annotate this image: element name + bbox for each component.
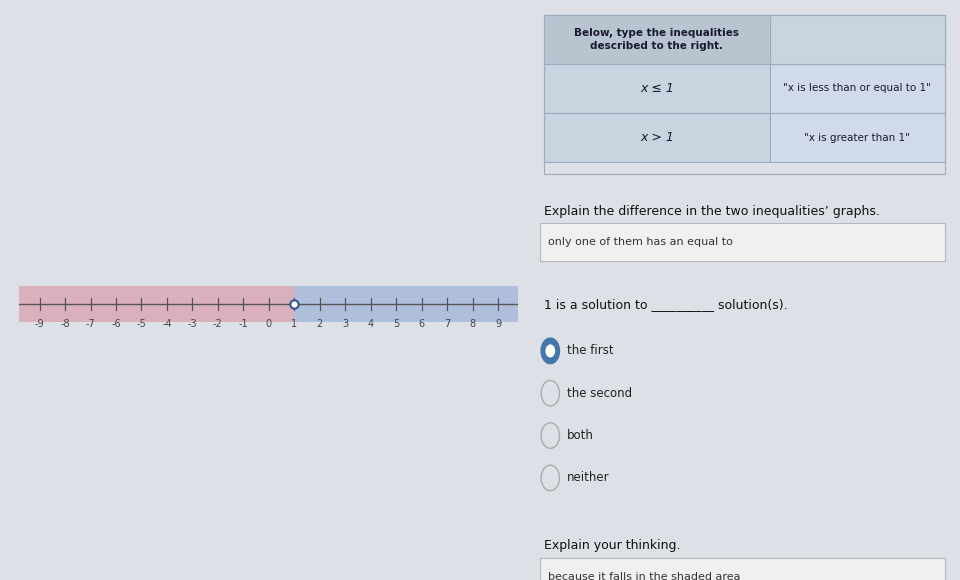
Text: the second: the second bbox=[567, 387, 632, 400]
Circle shape bbox=[541, 338, 560, 364]
Text: 2: 2 bbox=[317, 319, 323, 329]
Text: "x is less than or equal to 1": "x is less than or equal to 1" bbox=[783, 84, 931, 93]
Text: -1: -1 bbox=[238, 319, 248, 329]
Text: 5: 5 bbox=[393, 319, 399, 329]
Text: 1: 1 bbox=[291, 319, 298, 329]
FancyBboxPatch shape bbox=[770, 14, 945, 64]
Text: 6: 6 bbox=[419, 319, 424, 329]
FancyBboxPatch shape bbox=[544, 113, 770, 162]
Text: -8: -8 bbox=[60, 319, 70, 329]
Text: -2: -2 bbox=[213, 319, 223, 329]
Text: 4: 4 bbox=[368, 319, 373, 329]
Text: 3: 3 bbox=[342, 319, 348, 329]
Text: 1 is a solution to __________ solution(s).: 1 is a solution to __________ solution(s… bbox=[544, 298, 787, 311]
Text: x > 1: x > 1 bbox=[640, 131, 674, 144]
Text: -5: -5 bbox=[136, 319, 146, 329]
Text: only one of them has an equal to: only one of them has an equal to bbox=[548, 237, 733, 247]
Text: neither: neither bbox=[567, 472, 610, 484]
FancyBboxPatch shape bbox=[770, 64, 945, 113]
Text: both: both bbox=[567, 429, 594, 442]
Text: Below, type the inequalities
described to the right.: Below, type the inequalities described t… bbox=[574, 27, 739, 51]
Text: -4: -4 bbox=[162, 319, 172, 329]
Text: x ≤ 1: x ≤ 1 bbox=[640, 82, 674, 95]
Text: because it falls in the shaded area: because it falls in the shaded area bbox=[548, 572, 741, 580]
Text: 8: 8 bbox=[469, 319, 475, 329]
Text: the first: the first bbox=[567, 345, 613, 357]
FancyBboxPatch shape bbox=[295, 285, 518, 322]
FancyBboxPatch shape bbox=[19, 285, 295, 322]
FancyBboxPatch shape bbox=[544, 64, 770, 113]
Circle shape bbox=[546, 345, 555, 357]
Text: -9: -9 bbox=[35, 319, 44, 329]
FancyBboxPatch shape bbox=[540, 223, 945, 261]
Text: 7: 7 bbox=[444, 319, 450, 329]
FancyBboxPatch shape bbox=[770, 113, 945, 162]
Text: -3: -3 bbox=[187, 319, 197, 329]
Text: "x is greater than 1": "x is greater than 1" bbox=[804, 133, 910, 143]
Text: Explain the difference in the two inequalities’ graphs.: Explain the difference in the two inequa… bbox=[544, 205, 880, 218]
FancyBboxPatch shape bbox=[540, 558, 945, 580]
Text: 9: 9 bbox=[495, 319, 501, 329]
Text: Explain your thinking.: Explain your thinking. bbox=[544, 539, 681, 552]
FancyBboxPatch shape bbox=[544, 14, 945, 64]
Text: -6: -6 bbox=[111, 319, 121, 329]
Text: -7: -7 bbox=[85, 319, 95, 329]
Text: 0: 0 bbox=[266, 319, 272, 329]
